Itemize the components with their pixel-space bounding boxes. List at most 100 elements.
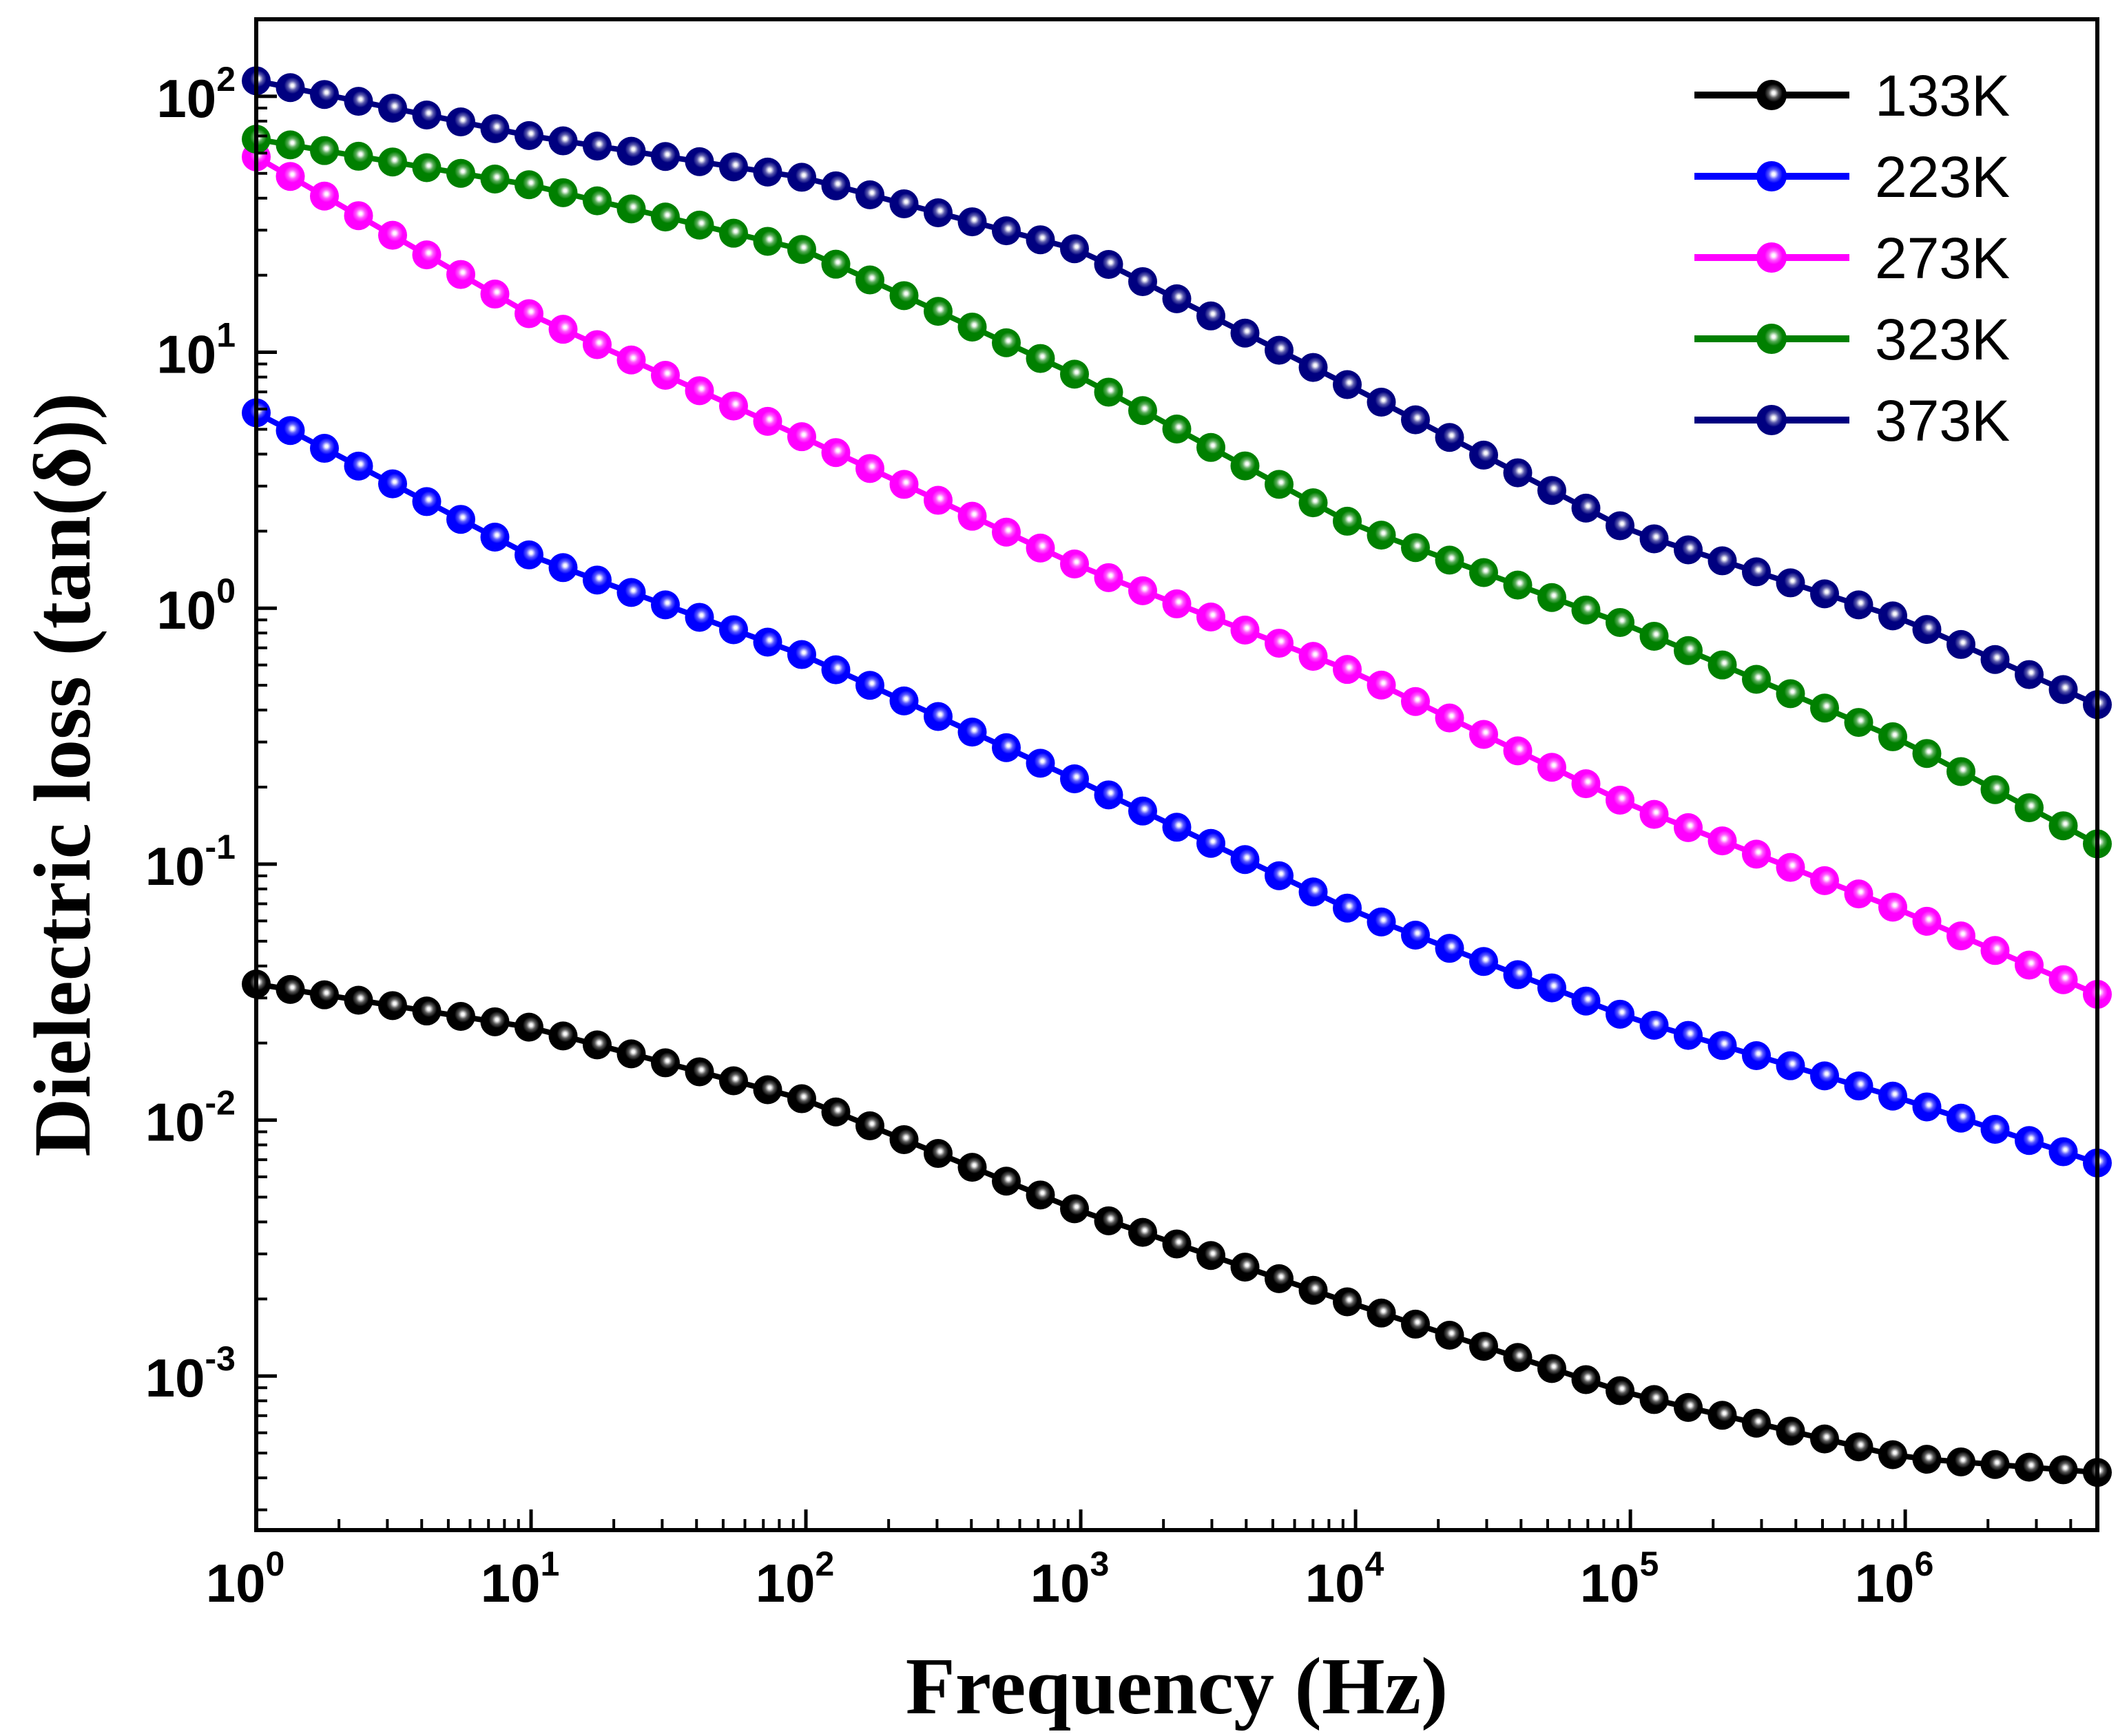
data-point-323K [2015,793,2044,822]
data-point-373K [957,207,987,237]
data-point-323K [1742,665,1771,694]
data-point-223K [1435,934,1464,963]
data-point-273K [1571,769,1601,799]
data-point-323K [1707,650,1737,680]
data-point-373K [1674,535,1703,565]
data-point-133K [583,1030,612,1060]
data-point-323K [1060,359,1089,389]
data-point-323K [378,147,407,177]
data-point-133K [480,1007,510,1036]
data-point-133K [1537,1354,1566,1383]
data-point-273K [2048,965,2078,994]
series-line-323K [256,136,2099,847]
data-point-133K [276,974,305,1004]
data-point-133K [651,1048,680,1078]
data-point-373K [1571,493,1601,523]
data-point-373K [1298,353,1328,382]
plot-frame [254,17,2099,1532]
data-point-223K [1946,1103,1975,1133]
data-point-323K [1401,533,1430,563]
data-point-223K [1162,813,1192,842]
data-point-223K [957,718,987,747]
data-point-373K [1946,629,1975,659]
data-point-323K [1128,396,1157,426]
data-point-373K [2015,660,2044,689]
data-point-273K [1639,799,1669,829]
data-point-373K [548,126,578,156]
data-point-323K [412,153,442,182]
series-133K [242,970,2112,1487]
data-point-223K [1333,893,1362,923]
axes-layer [254,17,2099,1532]
data-point-223K [616,578,646,607]
data-point-273K [1776,853,1805,882]
data-point-373K [310,80,339,109]
data-point-373K [753,157,782,187]
data-point-133K [1980,1450,2010,1479]
data-point-323K [1980,775,2010,804]
data-point-133K [1912,1445,1942,1474]
data-point-223K [1503,960,1533,990]
data-point-273K [1333,655,1362,684]
data-point-323K [855,265,884,295]
data-point-223K [753,627,782,657]
data-point-273K [446,260,475,289]
data-point-323K [583,186,612,216]
data-point-323K [787,235,816,264]
data-point-373K [480,114,510,143]
data-point-223K [1639,1010,1669,1040]
y-tick-label: 10-3 [145,1339,236,1408]
data-point-273K [583,330,612,359]
x-tick-label: 104 [1305,1545,1384,1613]
data-point-133K [1946,1447,1975,1476]
data-point-273K [1674,813,1703,842]
data-point-323K [548,178,578,207]
data-point-323K [719,218,748,248]
data-point-323K [1571,595,1601,625]
data-point-133K [889,1125,919,1154]
data-point-133K [378,991,407,1021]
data-point-323K [1026,344,1055,373]
data-point-133K [310,980,339,1010]
data-point-223K [1776,1051,1805,1080]
data-point-223K [1878,1081,1907,1111]
data-point-273K [1707,826,1737,856]
data-point-273K [1265,629,1294,658]
data-point-223K [1026,749,1055,778]
data-point-323K [1435,545,1464,575]
series-323K [242,125,2112,859]
data-point-373K [719,152,748,182]
data-point-373K [1707,546,1737,576]
series-line-133K [256,981,2098,1476]
data-point-133K [1878,1440,1907,1470]
data-point-373K [344,87,373,116]
data-point-133K [957,1153,987,1182]
data-point-273K [1196,602,1225,631]
data-point-133K [2015,1452,2044,1482]
data-point-133K [1776,1416,1805,1446]
data-point-323K [276,130,305,160]
data-point-273K [1128,576,1157,605]
data-point-373K [855,180,884,209]
data-point-133K [1435,1321,1464,1350]
data-point-223K [1844,1071,1873,1101]
data-point-223K [855,671,884,700]
data-point-133K [1060,1194,1089,1224]
data-point-273K [1537,753,1566,782]
data-point-373K [1639,524,1669,554]
data-point-323K [1503,570,1533,600]
data-point-323K [1810,693,1839,723]
data-point-373K [992,216,1021,246]
data-point-133K [753,1075,782,1105]
data-point-273K [1435,703,1464,733]
series-223K [242,398,2112,1178]
data-point-273K [1878,892,1907,922]
data-point-273K [855,454,884,483]
y-tick-label: 10-2 [145,1084,236,1153]
x-tick-label: 100 [206,1545,285,1613]
legend-item-373K: 373K [1694,388,2010,453]
data-point-273K [787,422,816,452]
data-point-373K [276,73,305,103]
data-point-373K [1026,225,1055,255]
data-point-323K [1639,621,1669,651]
